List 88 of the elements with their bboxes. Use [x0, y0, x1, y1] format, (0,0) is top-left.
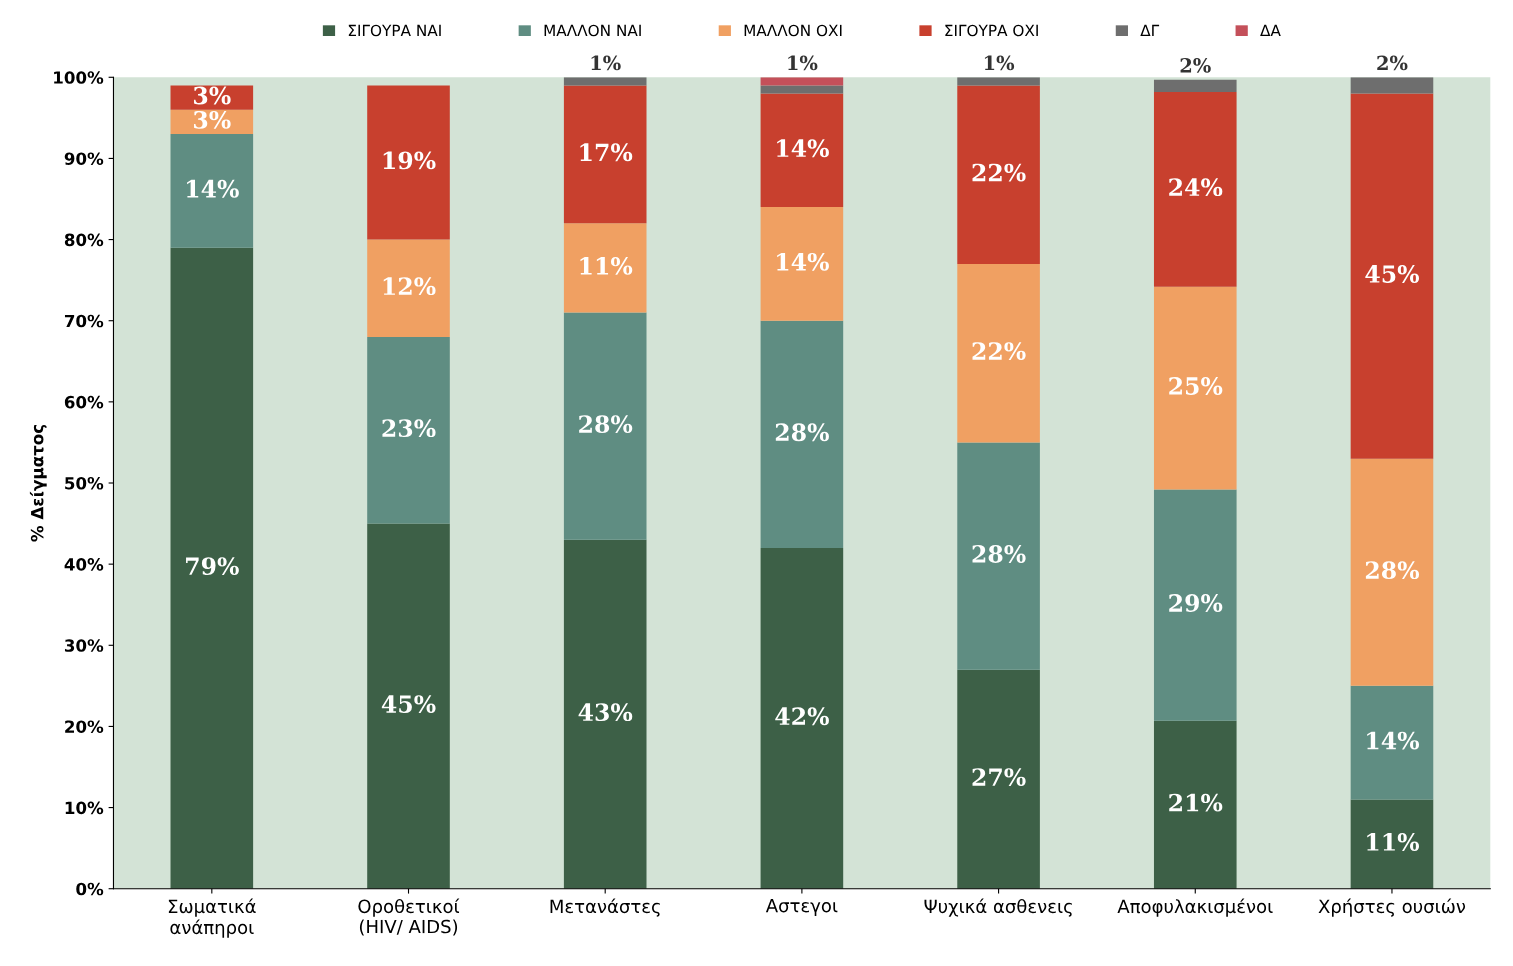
bar [1153, 79, 1237, 92]
data-label: 3% [194, 86, 231, 105]
y-tick-label: 90% [64, 152, 104, 165]
y-axis-title: % Δείγματος [29, 425, 47, 542]
data-label: 14% [777, 139, 829, 158]
bar [957, 669, 1040, 889]
legend-label: ΔΑ [1260, 24, 1281, 37]
bar [760, 547, 844, 889]
bar [760, 93, 844, 208]
bar [563, 85, 647, 224]
data-label: 28% [579, 415, 633, 434]
data-label: 11% [580, 256, 633, 275]
legend-label: ΣΙΓΟΥΡΑ ΝΑΙ [348, 24, 441, 37]
data-label: 2% [1377, 55, 1408, 71]
data-label: 14% [777, 252, 829, 271]
bar [367, 239, 450, 337]
data-label: 22% [972, 163, 1026, 182]
data-label: 21% [1169, 793, 1223, 812]
y-tick-label: 80% [64, 233, 104, 247]
data-label: 1% [788, 55, 818, 71]
y-tick-label: 20% [65, 720, 104, 733]
bar [957, 85, 1040, 264]
data-label: 43% [578, 703, 633, 722]
data-label: 14% [1367, 731, 1420, 750]
legend-label: ΔΓ [1140, 24, 1160, 37]
data-label: 27% [972, 768, 1026, 787]
data-label: 12% [383, 277, 436, 296]
bar [1350, 685, 1434, 800]
y-tick-label: 10% [65, 801, 104, 815]
bar [563, 223, 647, 313]
bar [367, 85, 450, 240]
legend-label: ΜΑΛΛΟΝ ΝΑΙ [544, 24, 641, 37]
y-tick-label: 40% [64, 558, 104, 571]
data-label: 22% [972, 342, 1026, 361]
bar [367, 523, 450, 889]
bar [170, 85, 254, 110]
bar [563, 312, 647, 540]
data-label: 19% [383, 151, 436, 170]
bar [1153, 286, 1237, 490]
bar [957, 263, 1040, 443]
y-tick-label: 0% [76, 882, 104, 896]
x-tick-label: Αστεγοι [765, 899, 838, 916]
bar [1350, 77, 1434, 94]
data-label: 28% [775, 423, 829, 442]
legend-label: ΜΑΛΛΟΝ ΟΧΙ [744, 24, 842, 37]
y-tick-label: 70% [64, 314, 104, 328]
data-label: 42% [775, 707, 829, 726]
x-tick-label: Αποφυλακισμένοι [1117, 898, 1273, 917]
y-tick-label: 50% [65, 476, 104, 490]
bar [1350, 458, 1434, 686]
bar [1350, 799, 1434, 889]
x-tick-label: Σωματικά ανάπηροι [168, 898, 256, 938]
x-tick-label: Οροθετικοί (HIV/ AIDS) [358, 898, 460, 936]
data-label: 45% [381, 695, 436, 713]
data-label: 17% [580, 143, 633, 162]
bar [1153, 91, 1237, 287]
data-label: 29% [1169, 594, 1223, 612]
bar [170, 247, 254, 889]
bar [957, 442, 1040, 670]
data-label: 79% [186, 557, 239, 576]
bar [1153, 489, 1237, 721]
data-label: 28% [1365, 561, 1420, 580]
bar [367, 336, 450, 524]
x-tick-label: Ψυχικά ασθενεις [924, 898, 1072, 917]
bar [1153, 720, 1237, 889]
data-label: 24% [1169, 178, 1223, 197]
data-label: 14% [187, 179, 239, 198]
bar [760, 85, 844, 94]
y-tick-label: 60% [64, 395, 104, 409]
data-label: 3% [194, 110, 231, 129]
data-label: 23% [382, 419, 436, 438]
bar [563, 539, 647, 889]
data-label: 11% [1367, 833, 1420, 851]
bar [170, 134, 254, 248]
y-tick-label: 30% [64, 639, 104, 652]
x-tick-label: Μετανάστες [550, 898, 660, 917]
bar [760, 320, 844, 548]
y-tick-label: 100% [54, 71, 104, 84]
data-label: 45% [1365, 265, 1420, 283]
data-label: 1% [984, 55, 1015, 71]
data-label: 2% [1180, 57, 1211, 73]
data-label: 25% [1169, 377, 1223, 395]
bar [760, 207, 844, 321]
data-label: 1% [591, 55, 621, 71]
bar [1350, 93, 1434, 459]
legend-label: ΣΙΓΟΥΡΑ ΟΧΙ [945, 24, 1038, 37]
x-tick-label: Χρήστες ουσιών [1318, 898, 1466, 917]
data-label: 28% [972, 545, 1026, 563]
